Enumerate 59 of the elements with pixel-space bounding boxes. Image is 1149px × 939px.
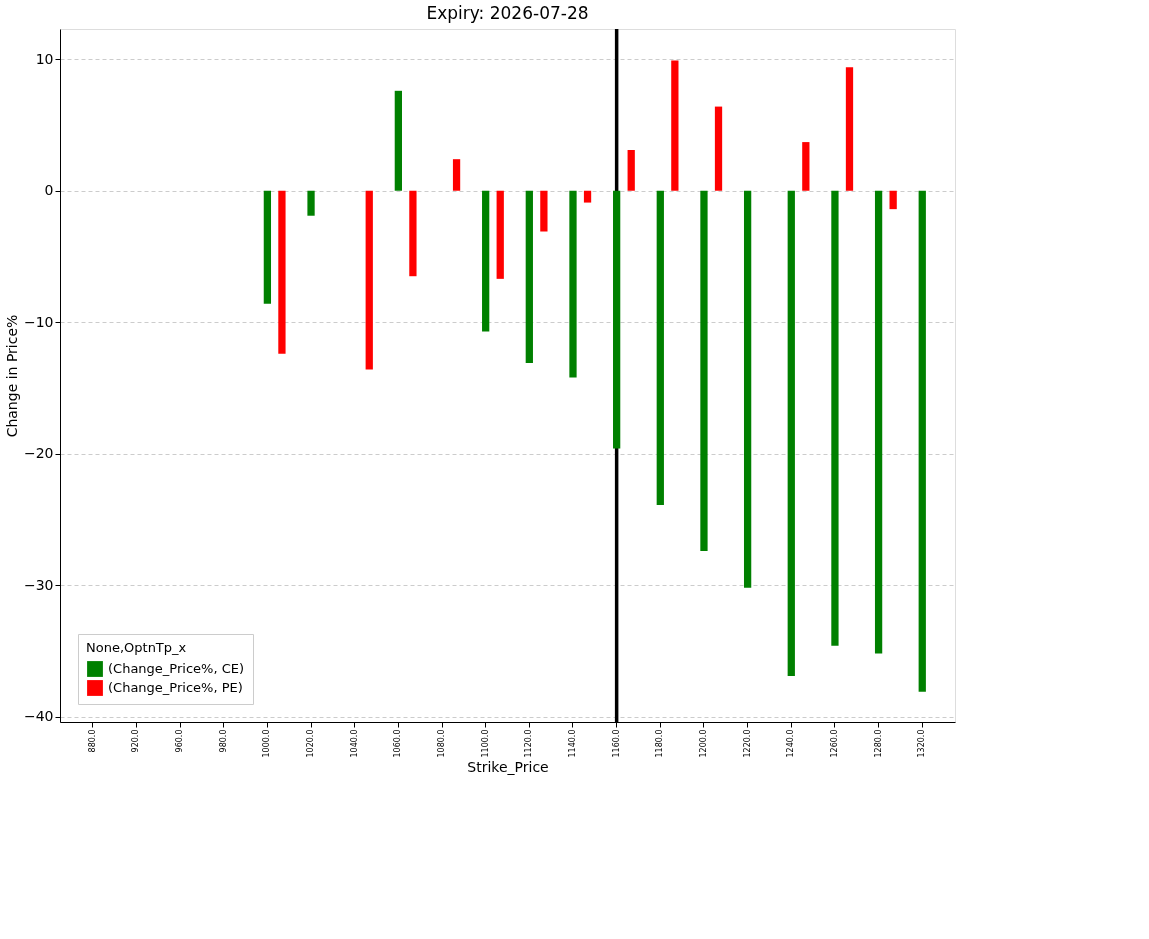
bar: [365, 190, 373, 370]
y-axis-title: Change in Price%: [3, 314, 20, 438]
legend-title: None,OptnTp_x: [86, 640, 187, 655]
x-tick-label: 1040.0: [349, 729, 359, 758]
x-tick-label: 980.0: [218, 729, 228, 753]
x-tick-label: 960.0: [175, 729, 185, 753]
x-tick-label: 880.0: [87, 729, 97, 753]
bar: [889, 190, 897, 210]
bar: [583, 190, 592, 203]
bar: [874, 190, 883, 654]
x-tick-label: 1140.0: [567, 729, 577, 758]
x-tick-label: 1120.0: [524, 729, 534, 758]
bar: [263, 190, 272, 304]
y-tick-label: −40: [23, 708, 54, 725]
bar: [743, 190, 752, 588]
x-tick-label: 1240.0: [786, 729, 796, 758]
bar: [831, 190, 839, 646]
bar: [394, 90, 402, 191]
x-tick-label: 1320.0: [917, 729, 927, 758]
bar: [700, 190, 708, 552]
bar: [613, 190, 621, 449]
x-tick-label: 1280.0: [873, 729, 883, 758]
x-tick-label: 1060.0: [393, 729, 403, 758]
x-tick-label: 1000.0: [262, 729, 272, 758]
y-tick-label: 10: [35, 50, 54, 67]
bar: [525, 190, 533, 364]
bar: [671, 60, 679, 191]
bar: [540, 190, 548, 232]
bar: [278, 190, 286, 354]
bar: [802, 142, 810, 191]
bar: [714, 106, 723, 191]
x-tick-label: 1180.0: [655, 729, 665, 758]
x-tick-label: 1260.0: [829, 729, 839, 758]
x-tick-label: 920.0: [131, 729, 141, 753]
y-tick-label: 0: [44, 182, 54, 199]
bar: [845, 67, 854, 191]
bar: [409, 190, 417, 277]
bar: [496, 190, 504, 279]
bar: [918, 190, 926, 692]
x-tick-label: 1080.0: [437, 729, 447, 758]
x-tick-label: 1100.0: [480, 729, 490, 758]
bar: [627, 149, 635, 191]
y-tick-label: −10: [23, 313, 54, 330]
x-tick-label: 1220.0: [742, 729, 752, 758]
chart-title: Expiry: 2026-07-28: [426, 3, 589, 24]
y-tick-label: −20: [23, 445, 54, 462]
bar: [787, 190, 795, 676]
bar: [452, 159, 461, 191]
bar: [482, 190, 490, 332]
legend-label: (Change_Price%, PE): [108, 680, 243, 695]
x-tick-label: 1200.0: [698, 729, 708, 758]
x-tick-label: 1020.0: [306, 729, 316, 758]
x-tick-label: 1160.0: [611, 729, 621, 758]
y-tick-label: −30: [23, 576, 54, 593]
legend-label: (Change_Price%, CE): [108, 661, 245, 676]
bar: [656, 190, 664, 506]
bar: [569, 190, 577, 378]
x-axis-title: Strike_Price: [467, 759, 549, 776]
bar: [307, 190, 315, 216]
